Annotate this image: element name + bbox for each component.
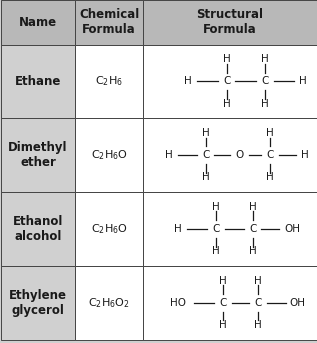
Bar xyxy=(75,45,143,118)
Text: Structural
Formula: Structural Formula xyxy=(197,8,263,36)
Text: H: H xyxy=(266,128,274,138)
Bar xyxy=(143,45,317,118)
Text: H: H xyxy=(254,320,262,330)
Text: H: H xyxy=(261,98,269,109)
Text: Ethylene
glycerol: Ethylene glycerol xyxy=(9,289,67,317)
Bar xyxy=(143,192,317,266)
Text: H: H xyxy=(174,224,182,234)
Text: H: H xyxy=(219,275,227,286)
Text: C: C xyxy=(254,298,262,308)
Text: H: H xyxy=(202,128,210,138)
Text: H: H xyxy=(184,76,192,86)
Text: H: H xyxy=(266,172,274,182)
Bar xyxy=(1,118,75,192)
Text: Chemical
Formula: Chemical Formula xyxy=(79,8,139,36)
Text: H: H xyxy=(212,246,220,256)
Text: H: H xyxy=(165,150,173,160)
Text: OH: OH xyxy=(290,298,306,308)
Bar xyxy=(1,45,75,118)
Bar xyxy=(143,0,317,45)
Text: Ethanol
alcohol: Ethanol alcohol xyxy=(13,215,63,243)
Bar xyxy=(143,118,317,192)
Text: C: C xyxy=(261,76,268,86)
Text: Ethane: Ethane xyxy=(15,75,61,88)
Bar xyxy=(75,118,143,192)
Text: H: H xyxy=(249,202,256,212)
Bar xyxy=(1,192,75,266)
Text: H: H xyxy=(212,202,220,212)
Bar xyxy=(143,266,317,340)
Text: C$_{2}$H$_{6}$O$_{2}$: C$_{2}$H$_{6}$O$_{2}$ xyxy=(88,296,130,310)
Text: C: C xyxy=(219,298,227,308)
Text: Name: Name xyxy=(19,16,57,29)
Text: H: H xyxy=(301,150,309,160)
Text: H: H xyxy=(223,98,230,109)
Text: C$_{2}$H$_{6}$: C$_{2}$H$_{6}$ xyxy=(95,74,123,88)
Text: H: H xyxy=(249,246,256,256)
Text: C: C xyxy=(223,76,230,86)
Text: C: C xyxy=(202,150,210,160)
Text: C$_{2}$H$_{6}$O: C$_{2}$H$_{6}$O xyxy=(91,148,128,162)
Text: H: H xyxy=(254,275,262,286)
Text: C: C xyxy=(249,224,256,234)
Text: H: H xyxy=(223,54,230,64)
Bar xyxy=(75,266,143,340)
Text: H: H xyxy=(299,76,307,86)
Text: H: H xyxy=(202,172,210,182)
Bar xyxy=(75,192,143,266)
Bar xyxy=(75,0,143,45)
Text: C$_{2}$H$_{6}$O: C$_{2}$H$_{6}$O xyxy=(91,222,128,236)
Text: C: C xyxy=(266,150,274,160)
Bar xyxy=(1,266,75,340)
Text: H: H xyxy=(261,54,269,64)
Text: HO: HO xyxy=(170,298,186,308)
Text: H: H xyxy=(219,320,227,330)
Text: C: C xyxy=(212,224,220,234)
Bar xyxy=(1,0,75,45)
Text: Dimethyl
ether: Dimethyl ether xyxy=(8,141,68,169)
Text: OH: OH xyxy=(285,224,301,234)
Text: O: O xyxy=(236,150,244,160)
